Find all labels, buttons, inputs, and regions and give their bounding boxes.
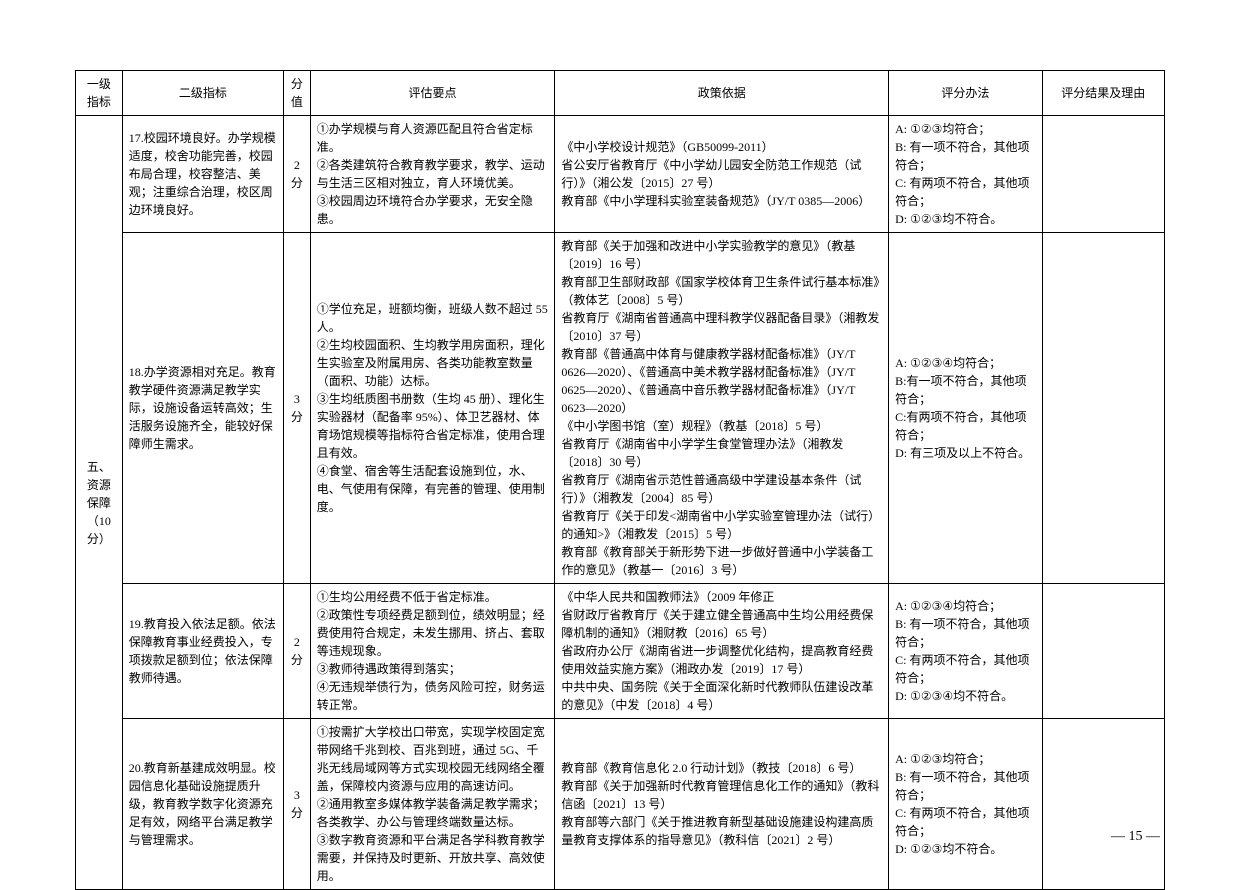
header-basis: 政策依据	[555, 71, 889, 116]
result-cell	[1042, 584, 1164, 719]
method-cell: A: ①②③均符合； B: 有一项不符合，其他项符合； C: 有两项不符合，其他…	[889, 719, 1043, 890]
table-row: 18.办学资源相对充足。教育教学硬件资源满足教学实际，设施设备运转高效；生活服务…	[76, 233, 1165, 584]
score-cell: 2 分	[284, 584, 311, 719]
result-cell	[1042, 719, 1164, 890]
method-cell: A: ①②③④均符合； B:有一项不符合，其他项符合； C:有两项不符合，其他项…	[889, 233, 1043, 584]
level2-cell: 19.教育投入依法足额。依法保障教育事业经费投入，专项拨款足额到位；依法保障教师…	[122, 584, 283, 719]
points-cell: ①办学规模与育人资源匹配且符合省定标准。 ②各类建筑符合教育教学要求，教学、运动…	[310, 116, 555, 233]
table-row: 20.教育新基建成效明显。校园信息化基础设施提质升级，教育教学数字化资源充足有效…	[76, 719, 1165, 890]
points-cell: ①学位充足，班额均衡，班级人数不超过 55 人。 ②生均校园面积、生均教学用房面…	[310, 233, 555, 584]
table-row: 五、 资源 保障 （10 分） 17.校园环境良好。办学规模适度，校舍功能完善，…	[76, 116, 1165, 233]
level2-cell: 18.办学资源相对充足。教育教学硬件资源满足教学实际，设施设备运转高效；生活服务…	[122, 233, 283, 584]
header-level2: 二级指标	[122, 71, 283, 116]
points-cell: ①按需扩大学校出口带宽，实现学校固定宽带网络千兆到校、百兆到班，通过 5G、千兆…	[310, 719, 555, 890]
header-result: 评分结果及理由	[1042, 71, 1164, 116]
method-cell: A: ①②③均符合； B: 有一项不符合，其他项符合； C: 有两项不符合，其他…	[889, 116, 1043, 233]
category-cell: 五、 资源 保障 （10 分）	[76, 116, 123, 890]
header-level1: 一级 指标	[76, 71, 123, 116]
table-row: 19.教育投入依法足额。依法保障教育事业经费投入，专项拨款足额到位；依法保障教师…	[76, 584, 1165, 719]
header-score: 分 值	[284, 71, 311, 116]
header-method: 评分办法	[889, 71, 1043, 116]
evaluation-table: 一级 指标 二级指标 分 值 评估要点 政策依据 评分办法 评分结果及理由 五、…	[75, 70, 1165, 890]
score-cell: 2 分	[284, 116, 311, 233]
result-cell	[1042, 233, 1164, 584]
points-cell: ①生均公用经费不低于省定标准。 ②政策性专项经费足额到位，绩效明显；经费使用符合…	[310, 584, 555, 719]
score-cell: 3 分	[284, 719, 311, 890]
basis-cell: 《中小学校设计规范》（GB50099-2011） 省公安厅省教育厅《中小学幼儿园…	[555, 116, 889, 233]
basis-cell: 教育部《教育信息化 2.0 行动计划》（教技〔2018〕6 号） 教育部《关于加…	[555, 719, 889, 890]
basis-cell: 《中华人民共和国教师法》（2009 年修正 省财政厅省教育厅《关于建立健全普通高…	[555, 584, 889, 719]
level2-cell: 17.校园环境良好。办学规模适度，校舍功能完善，校园布局合理，校容整洁、美观；注…	[122, 116, 283, 233]
basis-cell: 教育部《关于加强和改进中小学实验教学的意见》（教基〔2019〕16 号） 教育部…	[555, 233, 889, 584]
score-cell: 3 分	[284, 233, 311, 584]
level2-cell: 20.教育新基建成效明显。校园信息化基础设施提质升级，教育教学数字化资源充足有效…	[122, 719, 283, 890]
page-number: — 15 —	[1111, 826, 1160, 847]
result-cell	[1042, 116, 1164, 233]
header-points: 评估要点	[310, 71, 555, 116]
method-cell: A: ①②③④均符合； B: 有一项不符合，其他项符合； C: 有两项不符合，其…	[889, 584, 1043, 719]
table-body: 五、 资源 保障 （10 分） 17.校园环境良好。办学规模适度，校舍功能完善，…	[76, 116, 1165, 890]
